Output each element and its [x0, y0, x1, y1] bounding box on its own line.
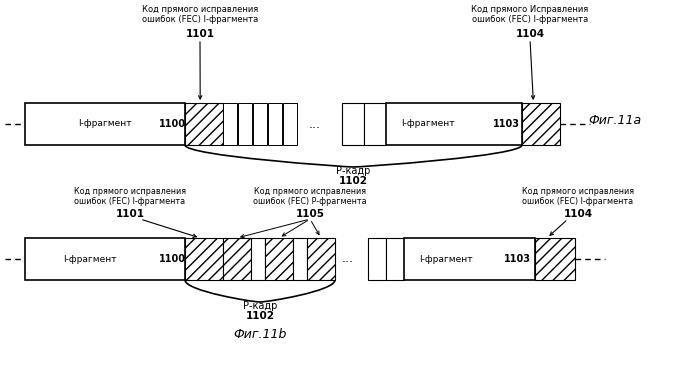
Text: 1100: 1100: [159, 119, 185, 129]
Bar: [535, 238, 575, 280]
Bar: [251, 238, 265, 280]
Bar: [386, 103, 522, 145]
Text: 1101: 1101: [115, 209, 145, 219]
Bar: [25, 103, 185, 145]
Text: Код прямого исправления
ошибок (FEC) I-фрагмента: Код прямого исправления ошибок (FEC) I-ф…: [74, 187, 186, 206]
Text: 1102: 1102: [245, 311, 275, 321]
Bar: [342, 103, 364, 145]
Text: ...: ...: [342, 252, 354, 266]
Bar: [238, 103, 252, 145]
Bar: [185, 238, 223, 280]
Text: Код прямого исправления
ошибок (FEC) I-фрагмента: Код прямого исправления ошибок (FEC) I-ф…: [142, 5, 258, 24]
Text: 1100: 1100: [159, 254, 185, 264]
Bar: [293, 238, 307, 280]
Bar: [522, 103, 560, 145]
Text: 1104: 1104: [515, 29, 545, 39]
Text: Р-кадр: Р-кадр: [336, 166, 370, 176]
Text: Р-кадр: Р-кадр: [243, 301, 278, 311]
Bar: [404, 238, 535, 280]
Bar: [223, 238, 251, 280]
Text: 1105: 1105: [296, 209, 324, 219]
Text: I-фрагмент: I-фрагмент: [63, 255, 117, 264]
Bar: [265, 238, 293, 280]
Text: ...: ...: [309, 117, 321, 130]
Text: 1103: 1103: [493, 119, 519, 129]
Text: 1103: 1103: [503, 254, 531, 264]
Bar: [223, 103, 237, 145]
Bar: [386, 238, 404, 280]
Text: Код прямого исправления
ошибок (FEC) I-фрагмента: Код прямого исправления ошибок (FEC) I-ф…: [522, 187, 634, 206]
Text: 1104: 1104: [563, 209, 593, 219]
Bar: [25, 238, 185, 280]
Text: I-фрагмент: I-фрагмент: [401, 120, 455, 129]
Text: Код прямого исправления
ошибок (FEC) Р-фрагмента: Код прямого исправления ошибок (FEC) Р-ф…: [253, 187, 367, 206]
Text: 1101: 1101: [185, 29, 215, 39]
Bar: [283, 103, 297, 145]
Text: Фиг.11a: Фиг.11a: [589, 114, 642, 126]
Bar: [364, 103, 386, 145]
Bar: [268, 103, 282, 145]
Bar: [368, 238, 386, 280]
Text: Фиг.11b: Фиг.11b: [233, 327, 287, 340]
Bar: [307, 238, 335, 280]
Text: I-фрагмент: I-фрагмент: [78, 120, 131, 129]
Text: I-фрагмент: I-фрагмент: [419, 255, 473, 264]
Text: 1102: 1102: [339, 176, 368, 186]
Bar: [253, 103, 267, 145]
Text: Код прямого Исправления
ошибок (FEC) I-фрагмента: Код прямого Исправления ошибок (FEC) I-ф…: [471, 5, 589, 24]
Bar: [185, 103, 223, 145]
